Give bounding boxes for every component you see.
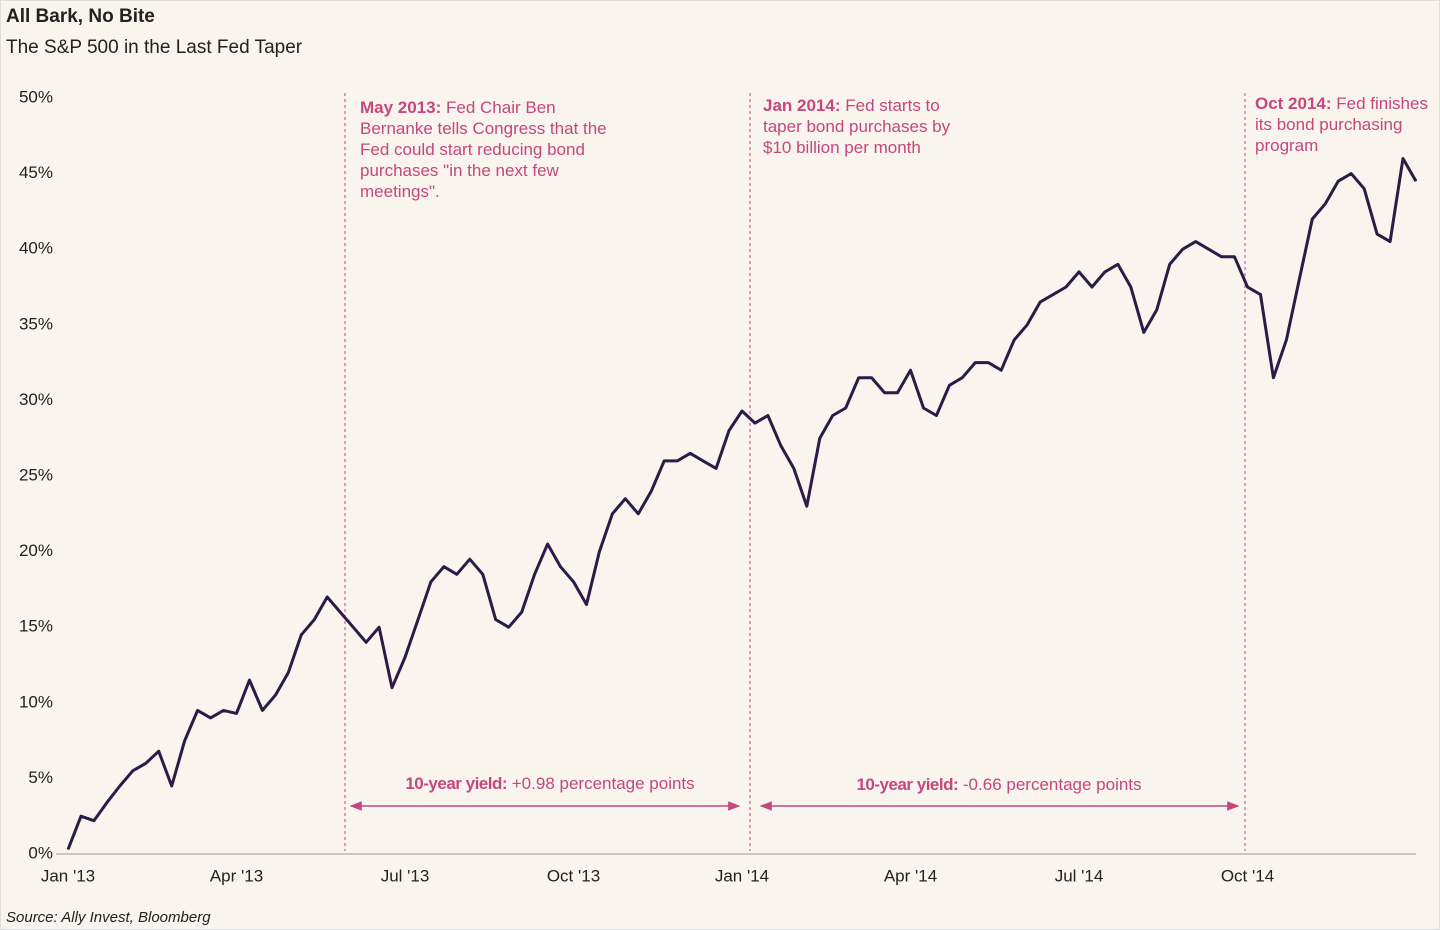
- y-tick-label: 20%: [19, 541, 53, 560]
- chart-subtitle: The S&P 500 in the Last Fed Taper: [6, 37, 303, 58]
- x-tick-label: Jul '13: [381, 866, 430, 885]
- annotation-label: Oct 2014:: [1255, 94, 1332, 113]
- line-series: [66, 157, 1418, 851]
- annotation-text: Fed starts to taper bond purchases by $1…: [763, 96, 951, 157]
- chart-title: All Bark, No Bite: [6, 6, 155, 27]
- annotation-text: Fed Chair Ben Bernanke tells Congress th…: [360, 98, 607, 201]
- y-tick-label: 25%: [19, 465, 53, 484]
- x-tick-label: Jan '14: [715, 866, 769, 885]
- yield-text: +0.98 percentage points: [511, 774, 695, 793]
- x-tick-label: Jan '13: [41, 866, 95, 885]
- y-tick-label: 5%: [28, 768, 53, 787]
- yield-text: -0.66 percentage points: [962, 775, 1142, 794]
- yield-note: 10-year yield: -0.66 percentage points: [856, 775, 1141, 795]
- x-tick-label: Oct '13: [547, 866, 600, 885]
- yield-note: 10-year yield: +0.98 percentage points: [405, 774, 694, 794]
- annotation-text: Fed finishes its bond purchasing program: [1255, 94, 1428, 155]
- y-tick-label: 45%: [19, 163, 53, 182]
- annotation-label: May 2013:: [360, 98, 442, 117]
- y-tick-label: 35%: [19, 314, 53, 333]
- y-tick-label: 0%: [28, 843, 53, 862]
- y-tick-label: 40%: [19, 239, 53, 258]
- yield-label: 10-year yield:: [856, 775, 959, 794]
- y-tick-label: 15%: [19, 617, 53, 636]
- x-tick-label: Jul '14: [1055, 866, 1104, 885]
- y-tick-label: 30%: [19, 390, 53, 409]
- y-tick-label: 50%: [19, 87, 53, 106]
- x-tick-label: Apr '13: [210, 866, 263, 885]
- annotation-label: Jan 2014:: [763, 96, 841, 115]
- x-tick-label: Apr '14: [884, 866, 937, 885]
- x-tick-label: Oct '14: [1221, 866, 1274, 885]
- source: Source: Ally Invest, Bloomberg: [6, 909, 211, 926]
- annotation: Oct 2014: Fed finishes its bond purchasi…: [1255, 93, 1437, 156]
- annotation: Jan 2014: Fed starts to taper bond purch…: [763, 95, 968, 158]
- y-tick-label: 10%: [19, 692, 53, 711]
- annotation: May 2013: Fed Chair Ben Bernanke tells C…: [360, 97, 622, 202]
- yield-label: 10-year yield:: [405, 774, 508, 793]
